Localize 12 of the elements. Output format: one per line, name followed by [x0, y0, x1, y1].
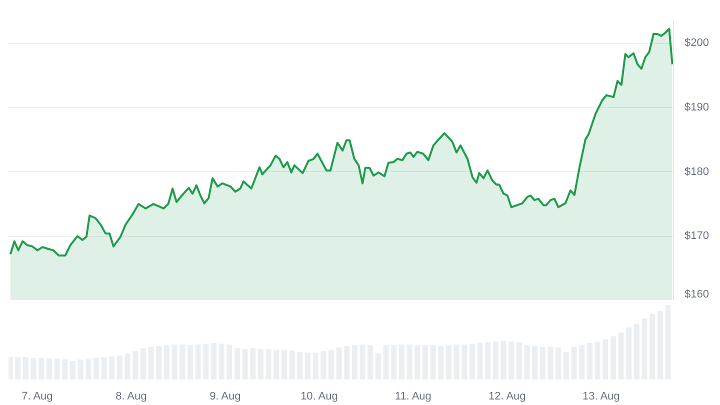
x-tick-label: 7. Aug: [22, 390, 53, 402]
y-tick-label: $180: [684, 166, 709, 178]
x-tick-label: 8. Aug: [116, 390, 147, 402]
x-tick-label: 11. Aug: [394, 390, 432, 402]
y-tick-label: $170: [684, 230, 709, 242]
y-tick-label: $190: [684, 101, 709, 114]
x-tick-label: 13. Aug: [582, 390, 620, 402]
y-tick-label: $160: [684, 288, 709, 300]
x-tick-label: 9. Aug: [210, 390, 241, 402]
x-tick-label: 12. Aug: [488, 390, 526, 402]
y-tick-label: $200: [684, 37, 709, 50]
x-tick-label: 10. Aug: [300, 390, 338, 402]
